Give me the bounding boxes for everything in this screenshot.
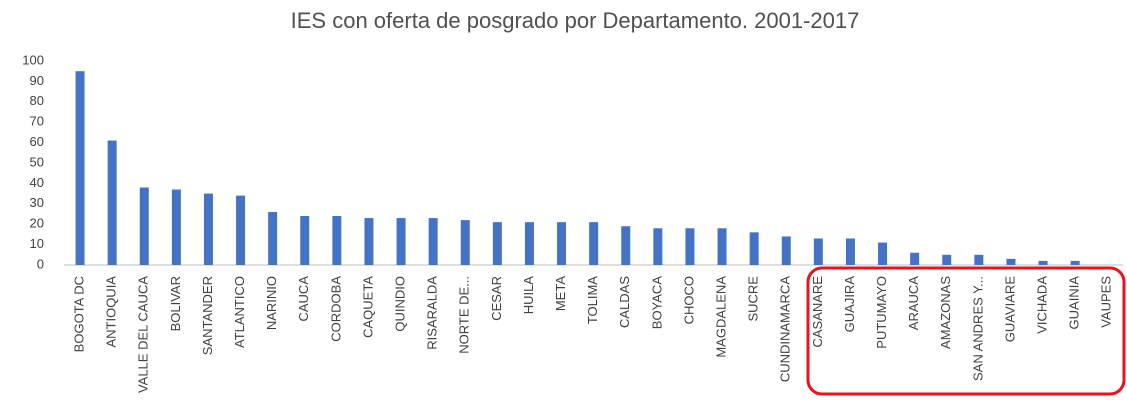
bar	[685, 228, 695, 265]
x-tick-label: SAN ANDRES Y...	[970, 276, 985, 381]
bar	[300, 216, 310, 265]
bar	[428, 218, 438, 265]
x-tick-label: SANTANDER	[200, 276, 215, 355]
bar	[749, 232, 759, 265]
bar	[717, 228, 727, 265]
y-tick-label: 40	[30, 175, 44, 190]
chart-title: IES con oferta de posgrado por Departame…	[291, 8, 860, 33]
x-tick-label: VICHADA	[1034, 276, 1049, 334]
bar	[813, 238, 823, 265]
x-tick-label: ARAUCA	[906, 276, 921, 331]
x-tick-label: CAQUETA	[360, 276, 375, 338]
x-tick-label: BOGOTA DC	[71, 276, 86, 352]
bar	[910, 252, 920, 265]
x-tick-label: SUCRE	[746, 276, 761, 322]
x-tick-label: GUAINIA	[1067, 276, 1082, 330]
x-tick-label: MAGDALENA	[713, 276, 728, 358]
x-tick-label: CALDAS	[617, 276, 632, 328]
bar	[845, 238, 855, 265]
x-tick-label: GUAJIRA	[842, 276, 857, 333]
bar	[332, 216, 342, 265]
y-tick-label: 0	[37, 256, 44, 271]
y-tick-label: 90	[30, 73, 44, 88]
bar	[203, 193, 213, 265]
bar	[942, 254, 952, 265]
bar	[1070, 260, 1080, 265]
bar	[364, 218, 374, 265]
x-tick-label: QUINDIO	[392, 276, 407, 332]
x-tick-label: TOLIMA	[585, 276, 600, 324]
x-tick-label: BOLIVAR	[168, 276, 183, 331]
y-tick-label: 80	[30, 93, 44, 108]
y-tick-label: 60	[30, 134, 44, 149]
x-tick-label: RISARALDA	[425, 276, 440, 350]
highlight-box	[806, 266, 1126, 396]
x-tick-label: NARINIO	[264, 276, 279, 330]
bar	[974, 254, 984, 265]
x-tick-label: CASANARE	[810, 276, 825, 348]
bar	[107, 140, 117, 265]
bar	[139, 187, 149, 265]
x-tick-label: CUNDINAMARCA	[778, 276, 793, 383]
x-tick-label: CHOCO	[681, 276, 696, 324]
x-tick-label: GUAVIARE	[1002, 276, 1017, 343]
x-tick-label: ANTIOQUIA	[104, 276, 119, 348]
bar	[524, 222, 534, 265]
x-tick-label: CORDOBA	[328, 276, 343, 342]
x-tick-label: VAUPES	[1099, 276, 1114, 328]
x-tick-label: NORTE DE...	[457, 276, 472, 354]
bar	[396, 218, 406, 265]
x-tick-label: PUTUMAYO	[874, 276, 889, 349]
y-tick-label: 50	[30, 154, 44, 169]
bar	[781, 236, 791, 265]
y-tick-label: 20	[30, 216, 44, 231]
y-tick-label: 70	[30, 114, 44, 129]
x-tick-label: CAUCA	[296, 276, 311, 322]
x-tick-label: BOYACA	[649, 276, 664, 330]
x-tick-label: META	[553, 276, 568, 311]
bar	[1006, 258, 1016, 265]
y-tick-label: 100	[22, 52, 44, 67]
bar	[492, 222, 502, 265]
bar	[1038, 260, 1048, 265]
bar	[268, 211, 278, 265]
x-tick-label: ATLANTICO	[232, 276, 247, 348]
x-tick-label: CESAR	[489, 276, 504, 321]
bar	[621, 226, 631, 265]
bar	[589, 222, 599, 265]
x-tick-label: AMAZONAS	[938, 276, 953, 349]
x-tick-label: VALLE DEL CAUCA	[136, 276, 151, 393]
bar	[653, 228, 663, 265]
y-tick-label: 10	[30, 236, 44, 251]
bar	[878, 242, 888, 265]
bar	[460, 220, 470, 265]
bar	[171, 189, 181, 265]
bar	[236, 195, 246, 265]
bar	[557, 222, 567, 265]
y-tick-label: 30	[30, 195, 44, 210]
x-tick-label: HUILA	[521, 276, 536, 315]
bar	[75, 71, 85, 265]
